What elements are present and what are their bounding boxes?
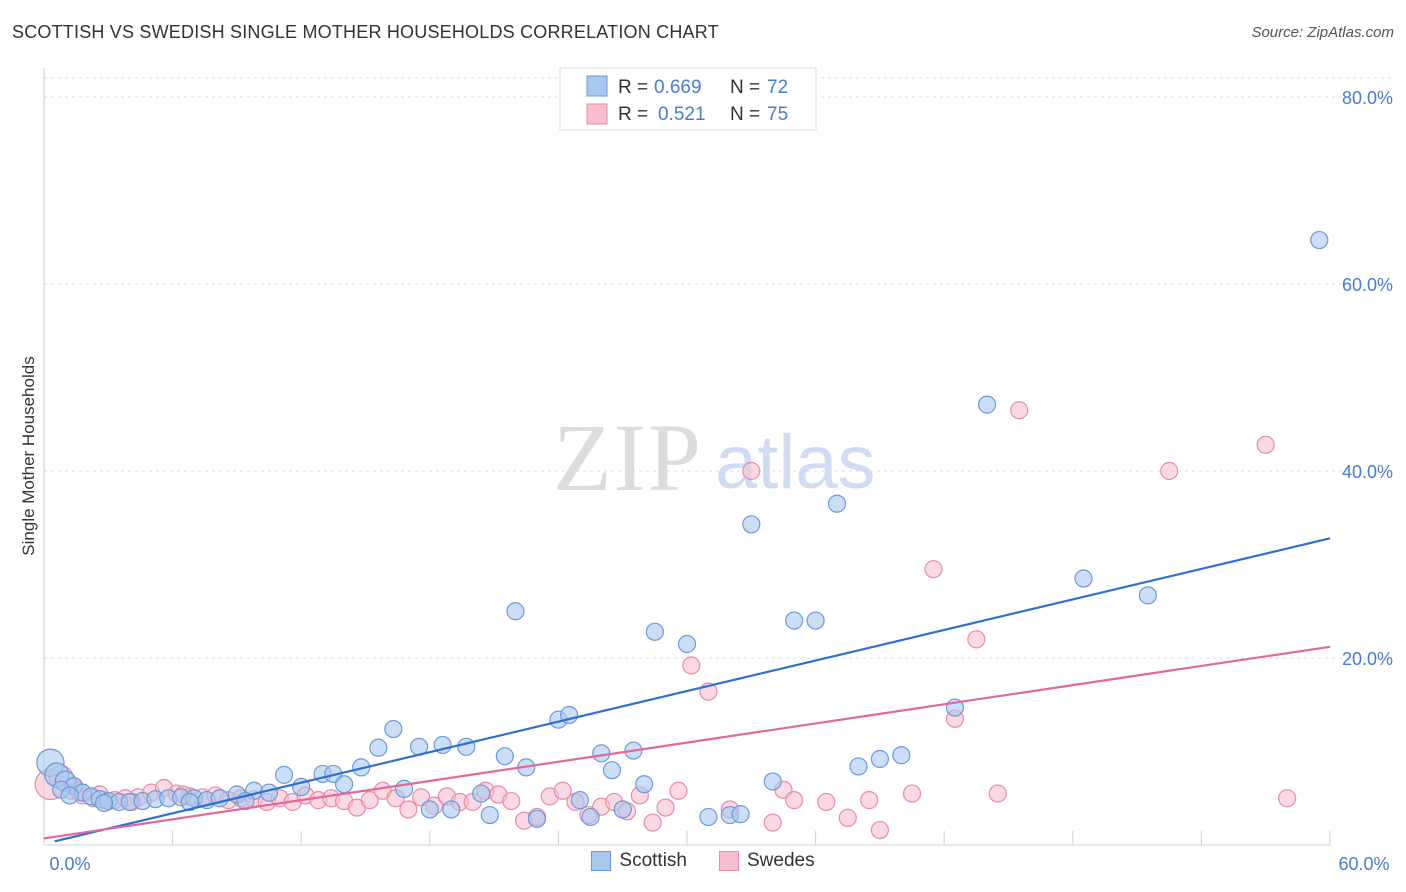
legend-swatch-swedes <box>718 851 739 871</box>
scottish-point <box>384 719 403 739</box>
scottish-point <box>1074 569 1093 588</box>
legend-item-scottish[interactable]: Scottish <box>591 850 687 872</box>
y-tick-labels: 20.0% 40.0% 60.0% 80.0% <box>1342 88 1393 669</box>
swedes-point <box>924 560 943 579</box>
scottish-points <box>36 230 1329 828</box>
scottish-point <box>457 737 476 756</box>
stats-legend: R = 0.669 N = 72 R = 0.521 N = 75 <box>559 67 817 131</box>
x-tick-label-max: 60.0% <box>1338 854 1389 874</box>
swedes-trend-line <box>43 645 1331 840</box>
swedes-point <box>838 808 857 827</box>
y-tick-label: 40.0% <box>1342 462 1393 482</box>
watermark-atlas: atlas <box>715 420 876 505</box>
scottish-point <box>274 765 294 784</box>
scottish-point <box>827 494 847 513</box>
trend-lines <box>43 537 1331 843</box>
scottish-point <box>613 800 632 819</box>
swedes-point <box>1256 435 1275 454</box>
swedes-point <box>399 800 418 819</box>
swedes-point <box>785 791 804 810</box>
scottish-point <box>1310 230 1329 250</box>
scottish-point <box>495 747 514 766</box>
scottish-point <box>442 800 461 819</box>
scottish-point <box>677 634 697 654</box>
scottish-point <box>472 784 491 803</box>
swedes-point <box>763 813 782 832</box>
scottish-point <box>602 761 622 780</box>
chart-title: SCOTTISH VS SWEDISH SINGLE MOTHER HOUSEH… <box>12 22 719 42</box>
scottish-point <box>806 611 825 630</box>
scottish-point <box>506 602 525 621</box>
legend-item-swedes[interactable]: Swedes <box>718 850 815 872</box>
swedes-point <box>870 820 890 840</box>
scottish-point <box>94 793 114 813</box>
scottish-point <box>699 807 718 827</box>
y-tick-label: 20.0% <box>1342 649 1393 669</box>
scottish-point <box>763 772 782 791</box>
swedes-point <box>988 784 1007 803</box>
scottish-point <box>180 792 199 812</box>
stats-r-label-swedes: R = <box>618 104 648 125</box>
scottish-point <box>334 775 354 794</box>
stats-r-label-scottish: R = <box>618 77 648 98</box>
legend-swatch-scottish <box>591 851 612 871</box>
scottish-point <box>369 738 388 757</box>
legend-label-swedes: Swedes <box>746 850 815 871</box>
swedes-point <box>656 798 675 817</box>
swedes-point <box>817 792 836 812</box>
stats-legend-swatch-swedes <box>586 103 608 125</box>
swedes-point <box>643 813 662 832</box>
swedes-point <box>682 656 701 675</box>
scottish-point <box>420 800 439 819</box>
stats-n-value-swedes: 75 <box>767 104 788 125</box>
swedes-point <box>553 781 572 800</box>
scottish-point <box>527 809 547 828</box>
stats-n-label-scottish: N = <box>730 77 760 98</box>
scottish-point <box>849 757 868 776</box>
legend-label-scottish: Scottish <box>619 850 687 871</box>
scottish-point <box>581 807 600 827</box>
swedes-point <box>669 781 688 800</box>
swedes-point <box>902 784 922 803</box>
series-legend: Scottish Swedes <box>0 850 1406 872</box>
swedes-point <box>967 630 986 649</box>
scottish-point <box>570 791 589 810</box>
swedes-point <box>742 461 761 481</box>
scottish-point <box>731 805 750 824</box>
scottish-point <box>785 611 804 630</box>
scottish-point <box>592 744 611 763</box>
swedes-point <box>1278 789 1297 808</box>
scottish-point <box>870 749 890 769</box>
scottish-point <box>635 775 654 794</box>
stats-n-label-swedes: N = <box>730 104 760 125</box>
scottish-point <box>60 786 79 805</box>
y-tick-label: 80.0% <box>1342 88 1393 108</box>
watermark: ZIP atlas <box>553 404 876 511</box>
scottish-point <box>480 805 499 825</box>
y-tick-label: 60.0% <box>1342 275 1393 295</box>
stats-n-value-scottish: 72 <box>767 77 788 98</box>
stats-r-value-swedes: 0.521 <box>658 104 706 125</box>
watermark-zip: ZIP <box>553 404 703 511</box>
scottish-point <box>892 746 911 765</box>
swedes-point <box>1010 401 1029 420</box>
stats-r-value-scottish: 0.669 <box>654 77 702 98</box>
swedes-point <box>502 791 521 811</box>
scottish-point <box>1138 586 1157 605</box>
scottish-point <box>742 515 761 534</box>
scottish-trend-line <box>54 537 1331 843</box>
x-axis-ticks <box>43 831 1331 845</box>
swedes-point <box>1160 461 1179 481</box>
swedes-point <box>860 791 879 810</box>
x-tick-label-min: 0.0% <box>49 854 90 874</box>
swedes-point <box>360 791 379 810</box>
stats-legend-swatch-scottish <box>586 75 608 97</box>
scottish-point <box>645 622 664 641</box>
y-axis-label: Single Mother Households <box>19 356 38 555</box>
scottish-point <box>977 395 997 414</box>
chart-source: Source: ZipAtlas.com <box>1251 24 1394 41</box>
